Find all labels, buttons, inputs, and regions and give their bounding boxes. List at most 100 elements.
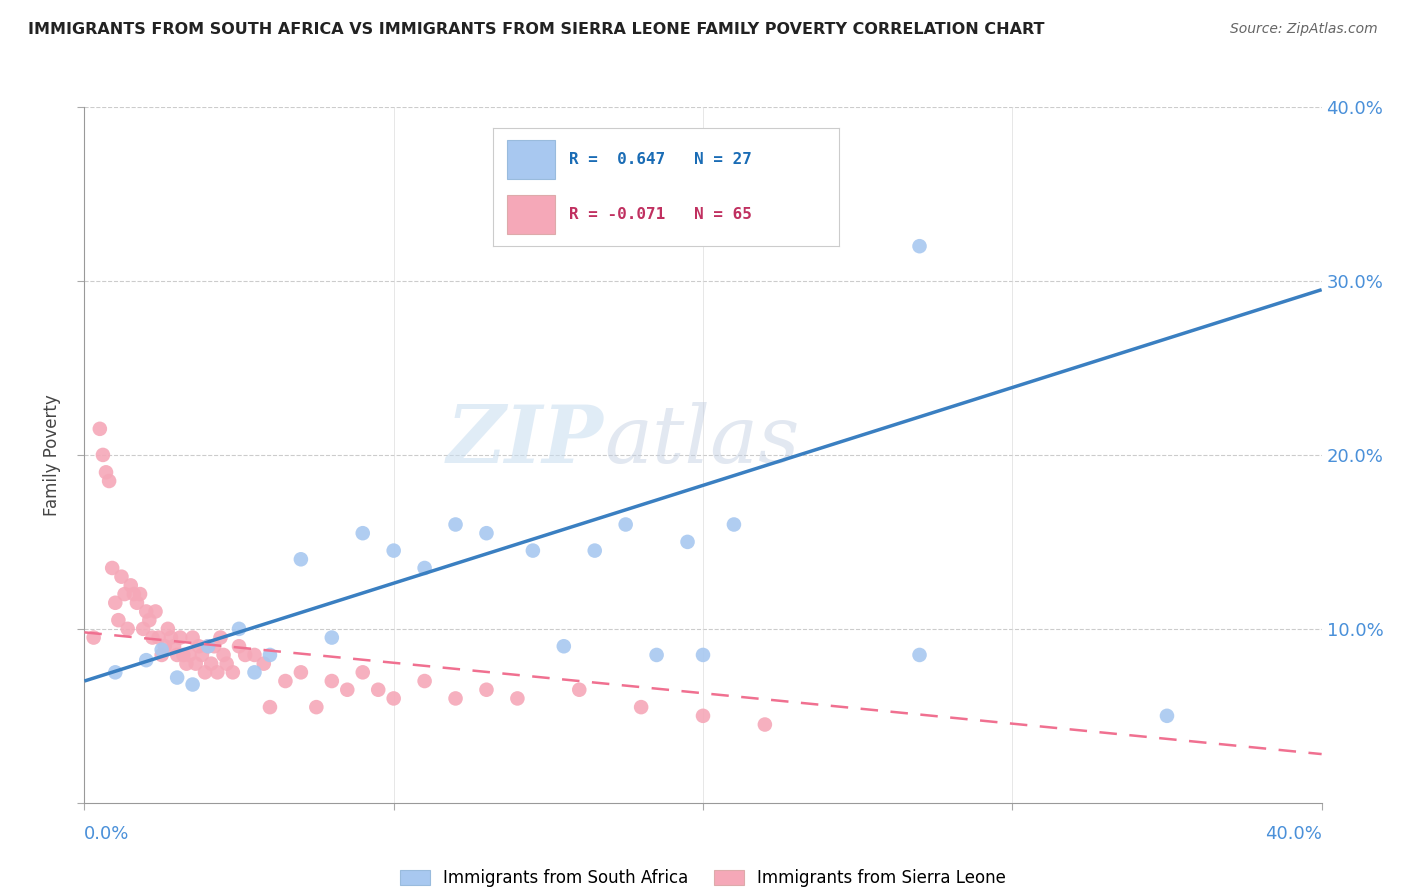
Point <box>583 543 606 558</box>
Point <box>568 682 591 697</box>
Point <box>135 653 157 667</box>
Point <box>120 578 142 592</box>
Point <box>444 691 467 706</box>
Point <box>107 613 129 627</box>
Point <box>676 534 699 549</box>
Point <box>125 596 148 610</box>
Point <box>243 648 266 662</box>
Point <box>129 587 152 601</box>
Point <box>166 648 188 662</box>
Point <box>98 474 121 488</box>
Point <box>200 657 222 671</box>
Point <box>91 448 114 462</box>
Point <box>194 665 217 680</box>
Point <box>150 642 173 657</box>
Point <box>908 648 931 662</box>
Text: atlas: atlas <box>605 402 800 480</box>
Point <box>305 700 328 714</box>
Point <box>290 665 312 680</box>
Point <box>444 517 467 532</box>
Text: ZIP: ZIP <box>447 402 605 480</box>
Point <box>153 639 176 653</box>
Point <box>135 605 157 619</box>
Point <box>413 674 436 689</box>
Point <box>233 648 256 662</box>
Point <box>1156 708 1178 723</box>
Point <box>274 674 297 689</box>
Point <box>132 622 155 636</box>
Point <box>191 648 214 662</box>
Text: 0.0%: 0.0% <box>84 825 129 843</box>
Legend: Immigrants from South Africa, Immigrants from Sierra Leone: Immigrants from South Africa, Immigrants… <box>395 863 1011 892</box>
Point <box>89 422 111 436</box>
Point <box>475 682 498 697</box>
Point <box>382 543 405 558</box>
Point <box>352 665 374 680</box>
Point <box>522 543 544 558</box>
Point <box>166 671 188 685</box>
Point <box>141 631 163 645</box>
Text: Source: ZipAtlas.com: Source: ZipAtlas.com <box>1230 22 1378 37</box>
Point <box>321 674 343 689</box>
Point <box>645 648 668 662</box>
Point <box>117 622 139 636</box>
Point <box>176 657 198 671</box>
Point <box>156 622 179 636</box>
Point <box>723 517 745 532</box>
Point <box>181 631 204 645</box>
Point <box>148 631 170 645</box>
Point <box>290 552 312 566</box>
Point <box>160 631 183 645</box>
Point <box>908 239 931 253</box>
Point <box>212 648 235 662</box>
Point <box>114 587 136 601</box>
Point <box>110 570 132 584</box>
Point <box>150 648 173 662</box>
Point <box>228 622 250 636</box>
Point <box>145 605 167 619</box>
Point <box>692 708 714 723</box>
Point <box>553 639 575 653</box>
Point <box>253 657 276 671</box>
Point <box>169 631 191 645</box>
Point <box>614 517 637 532</box>
Point <box>104 665 127 680</box>
Point <box>352 526 374 541</box>
Point <box>475 526 498 541</box>
Point <box>382 691 405 706</box>
Y-axis label: Family Poverty: Family Poverty <box>44 394 62 516</box>
Point <box>321 631 343 645</box>
Point <box>187 639 209 653</box>
Point <box>207 665 229 680</box>
Point <box>181 677 204 691</box>
Point <box>138 613 160 627</box>
Point <box>172 648 194 662</box>
Point <box>215 657 238 671</box>
Text: 40.0%: 40.0% <box>1265 825 1322 843</box>
Point <box>243 665 266 680</box>
Point <box>259 700 281 714</box>
Point <box>184 657 207 671</box>
Point <box>413 561 436 575</box>
Point <box>754 717 776 731</box>
Point <box>209 631 232 645</box>
Point <box>179 648 201 662</box>
Point <box>197 639 219 653</box>
Point <box>222 665 245 680</box>
Point <box>506 691 529 706</box>
Point <box>83 631 105 645</box>
Point <box>367 682 389 697</box>
Text: IMMIGRANTS FROM SOUTH AFRICA VS IMMIGRANTS FROM SIERRA LEONE FAMILY POVERTY CORR: IMMIGRANTS FROM SOUTH AFRICA VS IMMIGRAN… <box>28 22 1045 37</box>
Point <box>104 596 127 610</box>
Point <box>122 587 145 601</box>
Point <box>94 466 117 480</box>
Point <box>163 639 186 653</box>
Point <box>692 648 714 662</box>
Point <box>630 700 652 714</box>
Point <box>228 639 250 653</box>
Point <box>202 639 225 653</box>
Point <box>336 682 359 697</box>
Point <box>259 648 281 662</box>
Point <box>101 561 124 575</box>
Point <box>197 639 219 653</box>
